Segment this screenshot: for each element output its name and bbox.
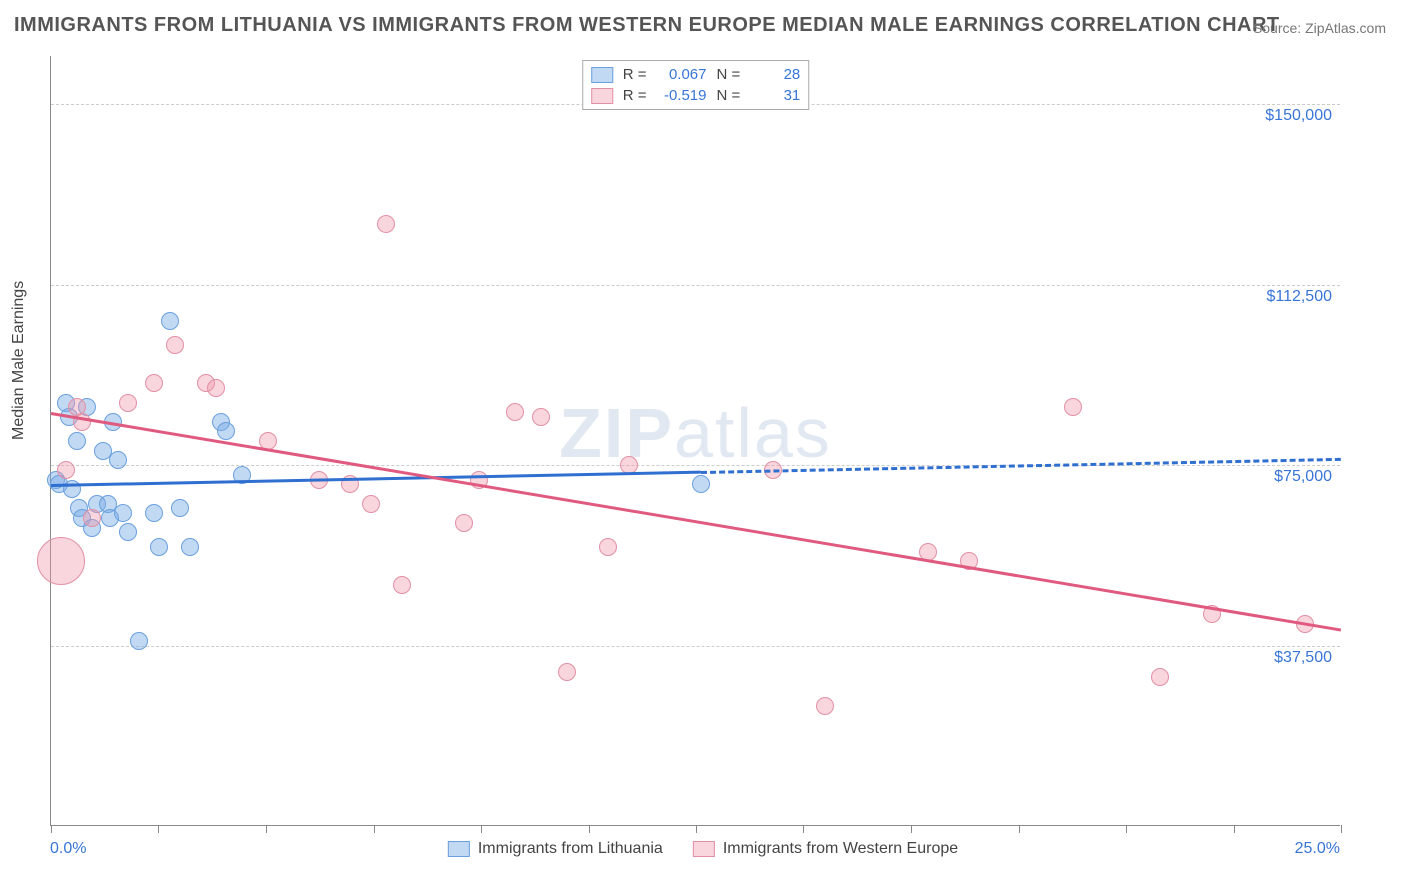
legend-n-label: N = — [717, 66, 741, 83]
x-axis-label-start: 0.0% — [50, 840, 86, 858]
x-tick — [1341, 825, 1342, 833]
data-point — [692, 475, 710, 493]
watermark: ZIPatlas — [559, 393, 832, 473]
trend-line — [51, 471, 701, 487]
legend-series-item: Immigrants from Western Europe — [693, 840, 958, 858]
data-point — [217, 422, 235, 440]
x-tick — [589, 825, 590, 833]
x-tick — [158, 825, 159, 833]
legend-n-value: 31 — [750, 87, 800, 104]
y-tick-label: $75,000 — [1274, 468, 1332, 486]
x-tick — [266, 825, 267, 833]
data-point — [150, 538, 168, 556]
data-point — [455, 514, 473, 532]
chart-plot-area: ZIPatlas R = 0.067 N = 28 R = -0.519 N = 31 $37… — [50, 56, 1340, 826]
chart-title: IMMIGRANTS FROM LITHUANIA VS IMMIGRANTS … — [14, 14, 1280, 37]
x-tick — [1019, 825, 1020, 833]
data-point — [532, 408, 550, 426]
x-tick — [374, 825, 375, 833]
data-point — [166, 336, 184, 354]
data-point — [171, 499, 189, 517]
data-point — [1064, 398, 1082, 416]
y-tick-label: $112,500 — [1266, 288, 1332, 306]
legend-swatch — [693, 841, 715, 857]
legend-series: Immigrants from Lithuania Immigrants from… — [448, 840, 958, 858]
data-point — [558, 663, 576, 681]
data-point — [109, 451, 127, 469]
y-tick-label: $150,000 — [1265, 107, 1332, 125]
legend-n-value: 28 — [750, 66, 800, 83]
gridline — [51, 646, 1340, 647]
data-point — [68, 432, 86, 450]
legend-series-label: Immigrants from Western Europe — [723, 840, 958, 858]
legend-series-item: Immigrants from Lithuania — [448, 840, 663, 858]
legend-swatch — [591, 88, 613, 104]
data-point — [114, 504, 132, 522]
x-tick — [696, 825, 697, 833]
data-point — [161, 312, 179, 330]
legend-r-label: R = — [623, 66, 647, 83]
data-point — [816, 697, 834, 715]
legend-n-label: N = — [717, 87, 741, 104]
x-tick — [1126, 825, 1127, 833]
legend-stats-box: R = 0.067 N = 28 R = -0.519 N = 31 — [582, 60, 810, 110]
data-point — [506, 403, 524, 421]
data-point — [57, 461, 75, 479]
legend-stat-row: R = 0.067 N = 28 — [591, 64, 801, 85]
source-label: Source: ZipAtlas.com — [1253, 20, 1386, 36]
data-point — [83, 509, 101, 527]
y-axis-title: Median Male Earnings — [10, 281, 28, 440]
x-tick — [911, 825, 912, 833]
data-point — [130, 632, 148, 650]
data-point — [1151, 668, 1169, 686]
data-point — [207, 379, 225, 397]
data-point — [362, 495, 380, 513]
x-tick — [1234, 825, 1235, 833]
data-point — [37, 537, 85, 585]
data-point — [599, 538, 617, 556]
data-point — [145, 504, 163, 522]
data-point — [119, 523, 137, 541]
data-point — [393, 576, 411, 594]
y-tick-label: $37,500 — [1274, 649, 1332, 667]
legend-r-label: R = — [623, 87, 647, 104]
trend-line — [51, 412, 1341, 632]
x-axis-label-end: 25.0% — [1295, 840, 1340, 858]
legend-swatch — [448, 841, 470, 857]
legend-r-value: -0.519 — [657, 87, 707, 104]
x-tick — [481, 825, 482, 833]
legend-series-label: Immigrants from Lithuania — [478, 840, 663, 858]
legend-r-value: 0.067 — [657, 66, 707, 83]
data-point — [377, 215, 395, 233]
legend-swatch — [591, 67, 613, 83]
data-point — [181, 538, 199, 556]
x-tick — [803, 825, 804, 833]
data-point — [119, 394, 137, 412]
data-point — [145, 374, 163, 392]
legend-stat-row: R = -0.519 N = 31 — [591, 85, 801, 106]
x-tick — [51, 825, 52, 833]
gridline — [51, 285, 1340, 286]
